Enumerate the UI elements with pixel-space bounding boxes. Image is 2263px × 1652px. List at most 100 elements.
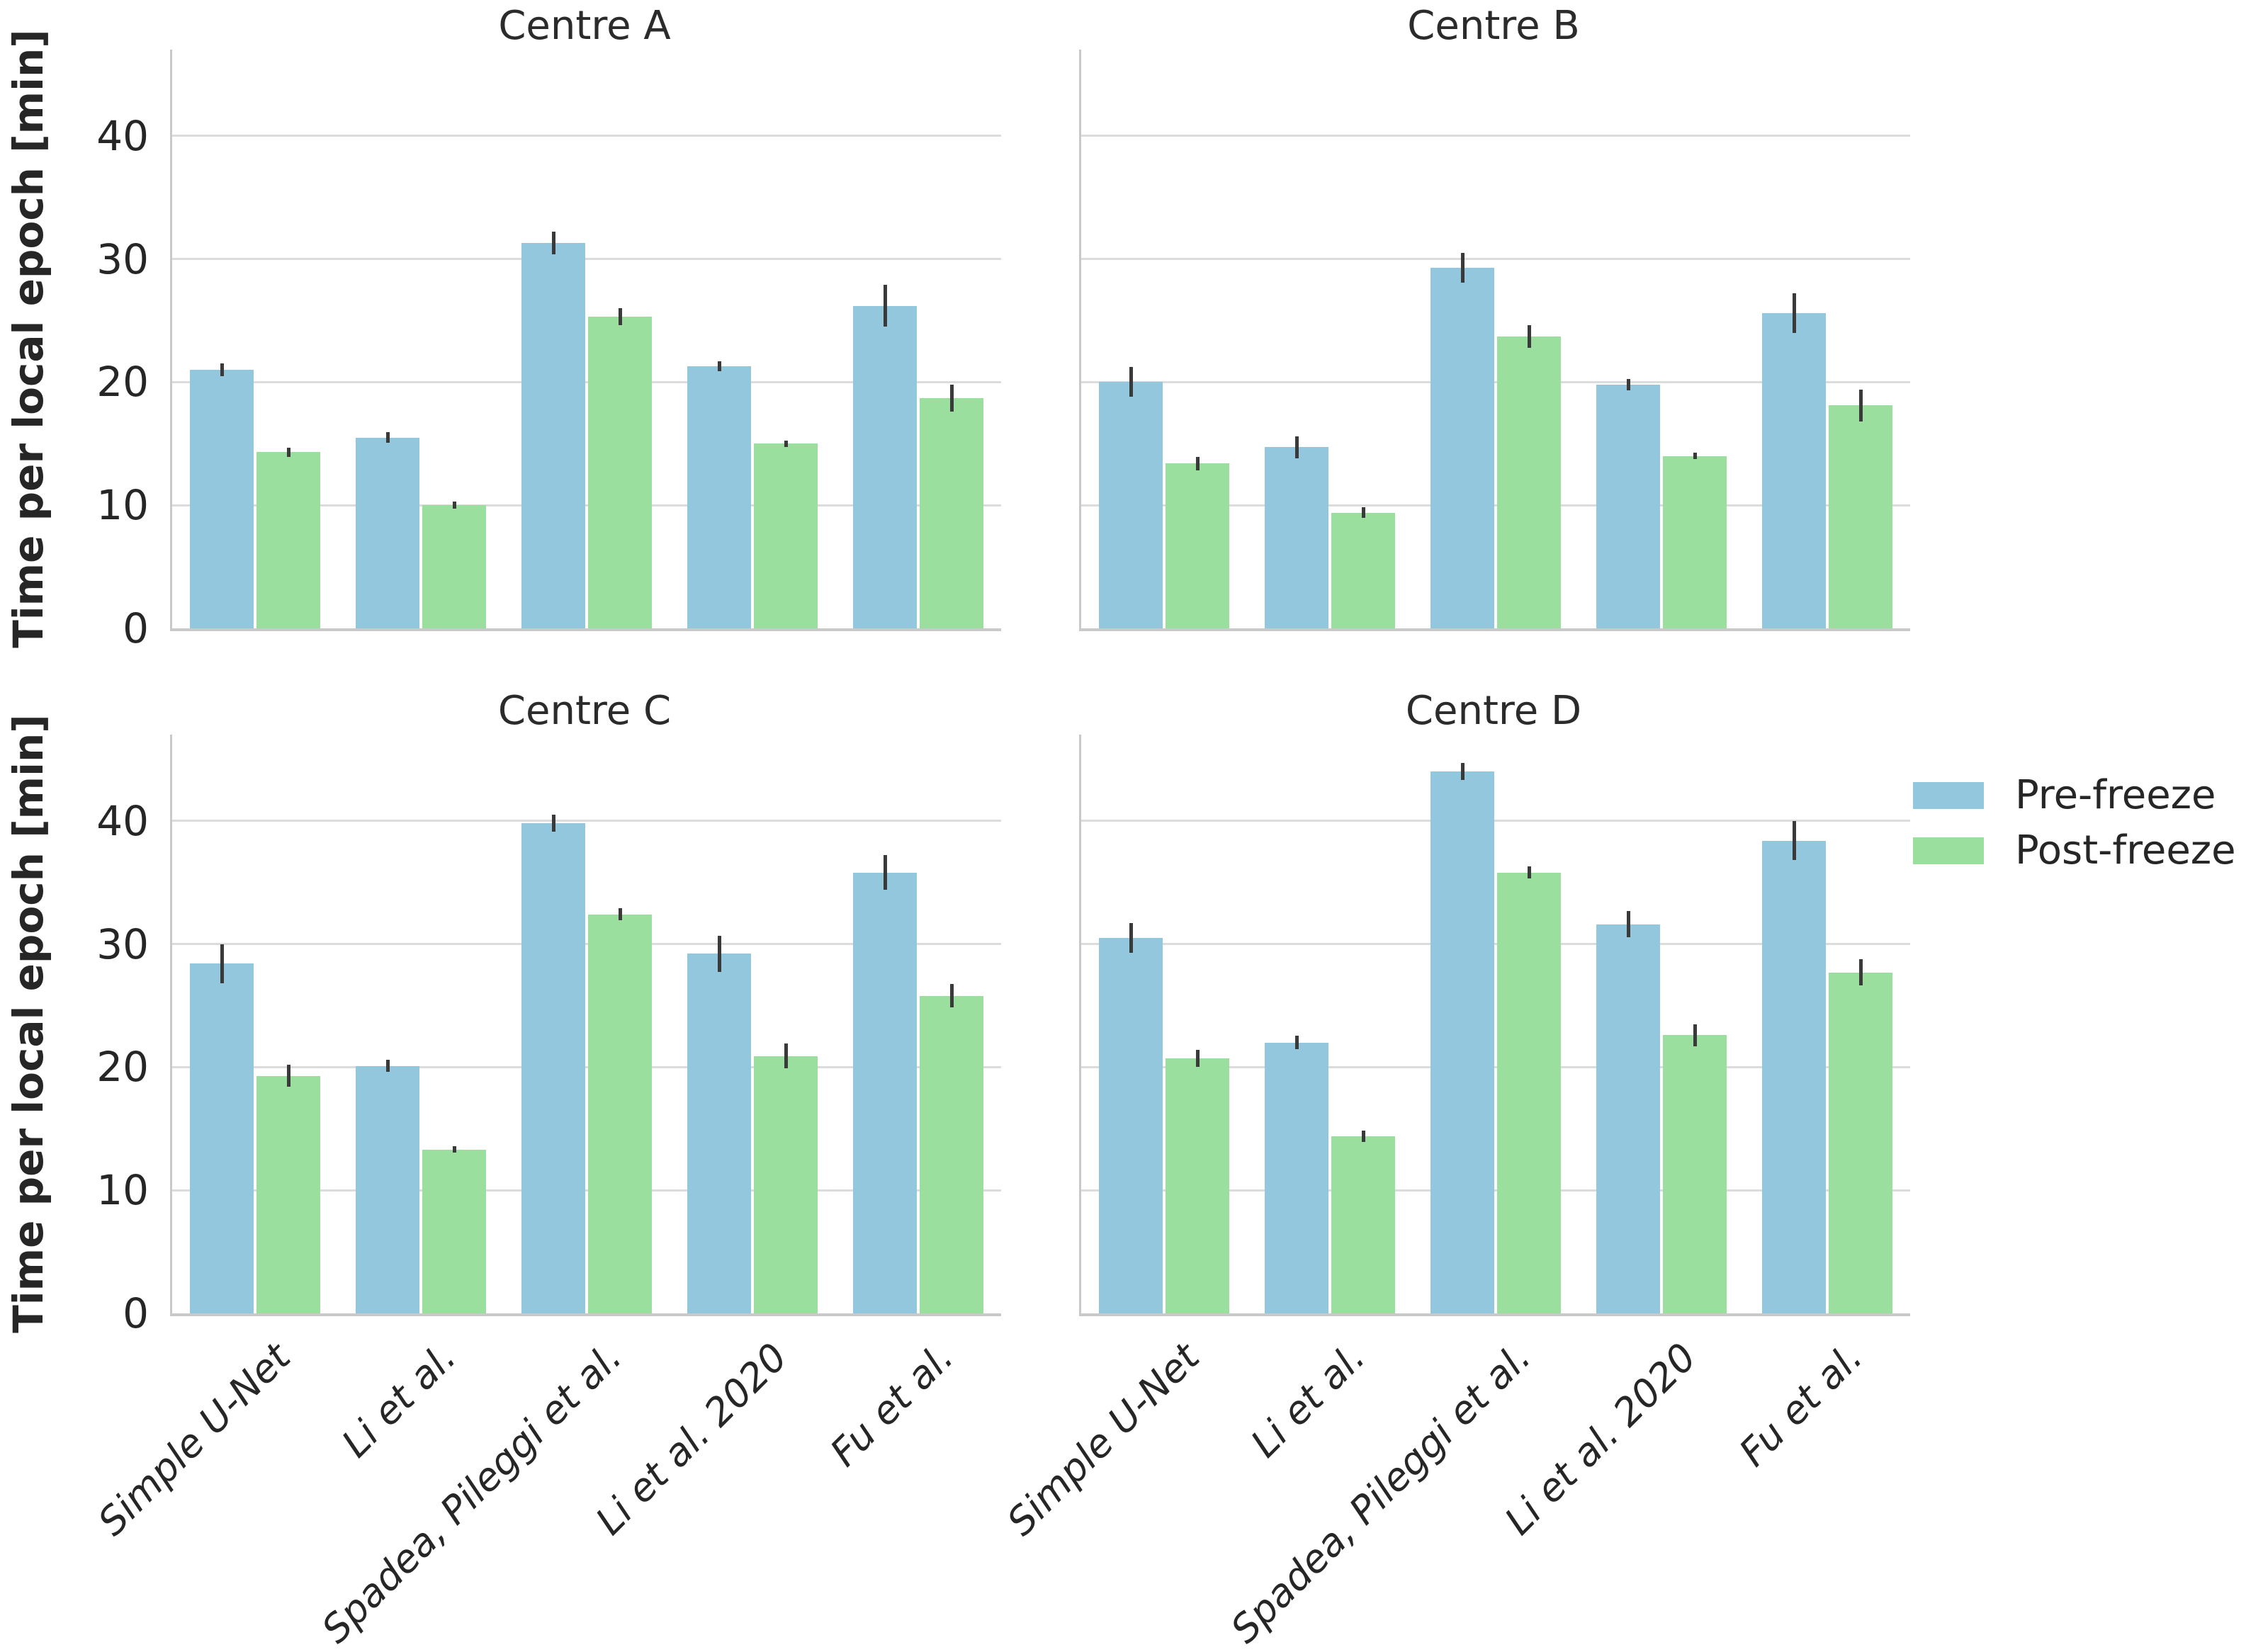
panel-title-centre-c: Centre C xyxy=(497,688,672,734)
error-bar xyxy=(1792,820,1796,861)
gridline xyxy=(172,380,1001,383)
bar-pre-freeze-simple-u-net xyxy=(1099,937,1163,1313)
gridline xyxy=(172,820,1001,822)
bar-post-freeze-simple-u-net xyxy=(1166,463,1229,628)
bar-pre-freeze-spadea-pileggi-et-al xyxy=(521,242,585,628)
gridline xyxy=(172,943,1001,946)
panel-centre-b: Centre B xyxy=(1079,3,1910,631)
error-bar xyxy=(1129,367,1133,397)
error-bar xyxy=(949,384,954,412)
error-bar xyxy=(1294,436,1299,459)
gridline xyxy=(172,258,1001,261)
bar-post-freeze-fu-et-al xyxy=(920,995,983,1313)
bar-pre-freeze-li-et-al-2020 xyxy=(1596,384,1660,628)
y-tick-label: 20 xyxy=(96,358,149,407)
gridline xyxy=(172,1065,1001,1068)
panel-title-centre-b: Centre B xyxy=(1407,3,1580,49)
bar-post-freeze-spadea-pileggi-et-al xyxy=(1497,872,1561,1313)
error-bar xyxy=(784,440,788,447)
bar-pre-freeze-spadea-pileggi-et-al xyxy=(521,823,585,1313)
gridline xyxy=(1081,943,1910,946)
bar-post-freeze-spadea-pileggi-et-al xyxy=(588,914,652,1313)
bar-pre-freeze-fu-et-al xyxy=(1762,840,1826,1313)
bar-post-freeze-li-et-al-2020 xyxy=(754,443,818,628)
error-bar xyxy=(385,1059,390,1073)
error-bar xyxy=(1195,456,1200,470)
bar-pre-freeze-fu-et-al xyxy=(853,872,917,1313)
y-tick-label: 40 xyxy=(96,111,149,160)
panel-centre-c: Centre C 0 10 20 30 40 Simple U-Net Li et al. S… xyxy=(89,688,1001,1652)
error-bar xyxy=(286,1064,290,1087)
bar-post-freeze-simple-u-net xyxy=(1166,1058,1229,1313)
bar-pre-freeze-spadea-pileggi-et-al xyxy=(1430,771,1494,1313)
gridline xyxy=(1081,1065,1910,1068)
error-bar xyxy=(1693,1024,1697,1046)
error-bar xyxy=(551,232,555,254)
plot-area-centre-a xyxy=(170,50,1001,631)
bar-pre-freeze-simple-u-net xyxy=(190,369,254,628)
panel-centre-d: Centre D Simple U-Net Li et al. Spadea, Pi… xyxy=(998,688,1910,1652)
bar-pre-freeze-spadea-pileggi-et-al xyxy=(1430,267,1494,628)
plot-area-centre-d xyxy=(1079,735,1910,1316)
x-tick-label-spadea-pileggi-et-al: Spadea, Pileggi et al. xyxy=(313,1335,631,1652)
error-bar xyxy=(452,1146,456,1153)
gridline xyxy=(1081,258,1910,261)
bar-post-freeze-simple-u-net xyxy=(256,452,320,628)
bar-post-freeze-li-et-al-2020 xyxy=(1663,1035,1727,1313)
bar-pre-freeze-li-et-al xyxy=(356,1065,419,1313)
y-tick-label: 0 xyxy=(123,1289,149,1337)
y-tick-label: 0 xyxy=(123,604,149,652)
legend-swatch-post-freeze xyxy=(1913,837,1984,864)
legend-item-post-freeze: Post-freeze xyxy=(1913,823,2236,878)
error-bar xyxy=(784,1043,788,1069)
error-bar xyxy=(1693,453,1697,459)
gridline xyxy=(1081,380,1910,383)
bar-post-freeze-li-et-al-2020 xyxy=(754,1056,818,1313)
error-bar xyxy=(1294,1036,1299,1050)
plot-area-centre-b xyxy=(1079,50,1910,631)
bar-post-freeze-fu-et-al xyxy=(1829,972,1892,1313)
bar-post-freeze-fu-et-al xyxy=(920,397,983,628)
error-bar xyxy=(220,363,224,376)
gridline xyxy=(172,1189,1001,1192)
error-bar xyxy=(1858,389,1863,422)
x-tick-label-li-et-al: Li et al. xyxy=(333,1335,465,1466)
error-bar xyxy=(1460,763,1465,781)
x-tick-label-simple-u-net: Simple U-Net xyxy=(89,1335,299,1544)
error-bar xyxy=(717,936,721,972)
bar-pre-freeze-simple-u-net xyxy=(190,963,254,1313)
error-bar xyxy=(1195,1050,1200,1068)
error-bar xyxy=(220,944,224,984)
bar-post-freeze-li-et-al xyxy=(1331,1136,1395,1313)
legend-swatch-pre-freeze xyxy=(1913,782,1984,809)
gridline xyxy=(1081,135,1910,137)
error-bar xyxy=(1792,293,1796,333)
error-bar xyxy=(1361,507,1365,519)
error-bar xyxy=(286,448,290,457)
error-bar xyxy=(1858,959,1863,985)
bar-pre-freeze-fu-et-al xyxy=(1762,313,1826,628)
legend-label-post-freeze: Post-freeze xyxy=(2015,827,2236,873)
bar-pre-freeze-li-et-al-2020 xyxy=(1596,924,1660,1313)
error-bar xyxy=(618,308,622,326)
plot-area-centre-c xyxy=(170,735,1001,1316)
bar-pre-freeze-fu-et-al xyxy=(853,305,917,628)
error-bar xyxy=(1460,252,1465,283)
error-bar xyxy=(1361,1130,1365,1142)
error-bar xyxy=(452,501,456,509)
bar-post-freeze-li-et-al xyxy=(422,1149,486,1313)
bar-pre-freeze-li-et-al-2020 xyxy=(687,954,751,1313)
y-tick-label: 20 xyxy=(96,1043,149,1092)
y-tick-label: 10 xyxy=(96,1166,149,1215)
bar-post-freeze-simple-u-net xyxy=(256,1075,320,1313)
error-bar xyxy=(1626,379,1630,390)
panel-centre-a: Centre A 0 10 20 30 40 xyxy=(96,3,1001,652)
bar-pre-freeze-li-et-al-2020 xyxy=(687,366,751,628)
bar-pre-freeze-simple-u-net xyxy=(1099,382,1163,628)
error-bar xyxy=(949,984,954,1008)
bar-pre-freeze-li-et-al xyxy=(356,437,419,628)
panel-title-centre-d: Centre D xyxy=(1405,688,1582,734)
bar-post-freeze-li-et-al xyxy=(422,505,486,628)
x-tick-label-fu-et-al: Fu et al. xyxy=(1730,1335,1871,1476)
